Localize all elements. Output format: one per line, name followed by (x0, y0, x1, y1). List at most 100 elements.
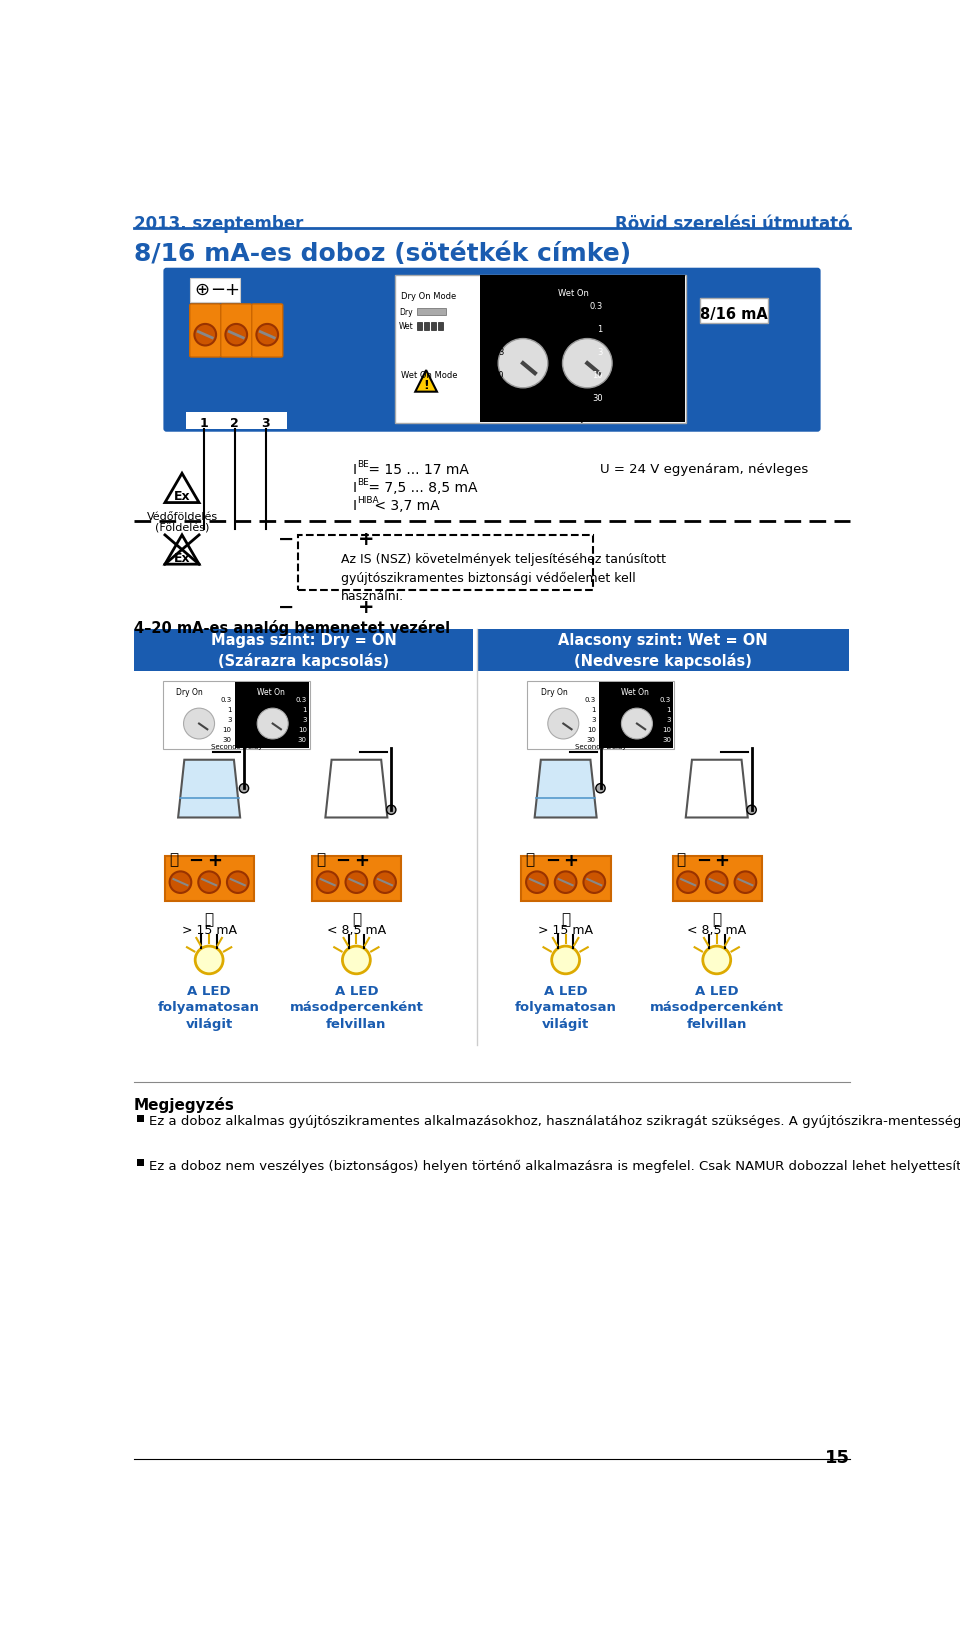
Polygon shape (416, 371, 437, 392)
Polygon shape (685, 759, 748, 817)
Circle shape (170, 871, 191, 893)
Text: Wet On: Wet On (621, 688, 649, 697)
Text: Dry On: Dry On (495, 290, 524, 298)
Text: = 7,5 ... 8,5 mA: = 7,5 ... 8,5 mA (364, 481, 477, 496)
Bar (480, 275, 685, 423)
Text: I: I (352, 499, 356, 512)
Circle shape (257, 708, 288, 740)
Bar (137, 1159, 144, 1166)
Text: Dry On: Dry On (540, 688, 567, 697)
Text: ⏚: ⏚ (712, 912, 721, 927)
Text: 2013. szeptember: 2013. szeptember (134, 214, 303, 232)
Polygon shape (179, 759, 240, 817)
Text: Ex: Ex (174, 552, 190, 565)
Text: Ez a doboz nem veszélyes (biztonságos) helyen történő alkalmazásra is megfelel. : Ez a doboz nem veszélyes (biztonságos) h… (150, 1159, 960, 1173)
Text: 0.3: 0.3 (589, 301, 603, 311)
Bar (134, 629, 473, 672)
Text: 3: 3 (228, 716, 231, 723)
Circle shape (199, 871, 220, 893)
Text: 3: 3 (302, 716, 307, 723)
Text: Védőföldelés
(Földelés): Védőföldelés (Földelés) (147, 512, 218, 534)
Text: Seconds Delay: Seconds Delay (210, 744, 262, 751)
Text: 1: 1 (591, 707, 596, 713)
Text: ⏚: ⏚ (561, 912, 570, 927)
Text: Ex: Ex (174, 489, 190, 502)
FancyBboxPatch shape (163, 268, 821, 432)
Text: = 15 ... 17 mA: = 15 ... 17 mA (364, 463, 468, 478)
Text: Ez a doboz alkalmas gyújtószikramentes alkalmazásokhoz, használatához szikragát : Ez a doboz alkalmas gyújtószikramentes a… (150, 1115, 960, 1128)
Text: I: I (352, 463, 356, 478)
Text: 0.3: 0.3 (491, 301, 504, 311)
Circle shape (227, 871, 249, 893)
Text: Wet On: Wet On (257, 688, 285, 697)
Text: Alacsony szint: Wet = ON
(Nedvesre kapcsolás): Alacsony szint: Wet = ON (Nedvesre kapcs… (559, 632, 768, 669)
Text: 15: 15 (825, 1449, 850, 1467)
Text: −: − (278, 598, 295, 618)
Bar (478, 629, 849, 672)
Text: 10: 10 (223, 726, 231, 733)
Circle shape (552, 945, 580, 973)
Bar (700, 298, 768, 323)
Text: ⊕: ⊕ (194, 280, 209, 298)
Text: 30: 30 (592, 394, 603, 404)
FancyBboxPatch shape (221, 305, 252, 357)
Text: 2: 2 (230, 417, 239, 430)
Text: Seconds Delay: Seconds Delay (575, 744, 626, 751)
Text: A LED
folyamatosan
világit: A LED folyamatosan világit (158, 985, 260, 1031)
Text: 30: 30 (223, 736, 231, 743)
FancyBboxPatch shape (252, 305, 283, 357)
Text: 1: 1 (302, 707, 307, 713)
Circle shape (677, 871, 699, 893)
Text: Wet: Wet (399, 323, 414, 331)
Bar (417, 323, 422, 329)
Text: Wet On Mode: Wet On Mode (401, 371, 458, 380)
Text: BE: BE (357, 460, 369, 469)
Text: ⏚: ⏚ (169, 851, 178, 866)
Text: 10: 10 (493, 371, 504, 380)
Text: Dry On: Dry On (177, 688, 204, 697)
Text: +: + (358, 530, 374, 550)
Text: Dry On Mode: Dry On Mode (401, 292, 457, 301)
Circle shape (548, 708, 579, 740)
Circle shape (703, 945, 731, 973)
Bar (527, 682, 674, 749)
Circle shape (346, 871, 368, 893)
Text: !: ! (423, 379, 429, 392)
FancyBboxPatch shape (190, 305, 221, 357)
Text: 30: 30 (662, 736, 671, 743)
Text: 8/16 mA: 8/16 mA (700, 306, 768, 321)
Text: < 8,5 mA: < 8,5 mA (687, 924, 746, 937)
Circle shape (706, 871, 728, 893)
Bar (423, 323, 429, 329)
Circle shape (256, 324, 278, 346)
Text: A LED
folyamatosan
világit: A LED folyamatosan világit (515, 985, 616, 1031)
Text: 30: 30 (493, 394, 504, 404)
Text: −: − (696, 851, 711, 870)
Text: OPERATION MODE: OPERATION MODE (492, 282, 589, 292)
Text: ⏚: ⏚ (677, 851, 685, 866)
Circle shape (526, 871, 548, 893)
Circle shape (584, 871, 605, 893)
Bar (162, 682, 310, 749)
Text: Az IS (NSZ) követelmények teljesítéséhez tanúsított
gyújtószikramentes biztonság: Az IS (NSZ) követelmények teljesítéséhez… (341, 553, 666, 603)
Text: −: − (278, 530, 295, 550)
Bar (417, 308, 446, 315)
Text: 3: 3 (597, 348, 603, 357)
Bar (438, 323, 444, 329)
Circle shape (343, 945, 371, 973)
Text: ⏚: ⏚ (204, 912, 214, 927)
Circle shape (194, 324, 216, 346)
Text: +: + (564, 851, 578, 870)
Circle shape (498, 339, 548, 387)
Circle shape (374, 871, 396, 893)
Text: Magas szint: Dry = ON
(Szárazra kapcsolás): Magas szint: Dry = ON (Szárazra kapcsolá… (211, 632, 396, 669)
Bar (299, 535, 592, 590)
Text: 10: 10 (662, 726, 671, 733)
Circle shape (239, 784, 249, 792)
Bar (673, 856, 761, 901)
Text: 3: 3 (261, 417, 270, 430)
Text: −: − (335, 851, 350, 870)
Bar (190, 278, 240, 301)
Bar (137, 1115, 144, 1122)
Text: +: + (224, 280, 239, 298)
